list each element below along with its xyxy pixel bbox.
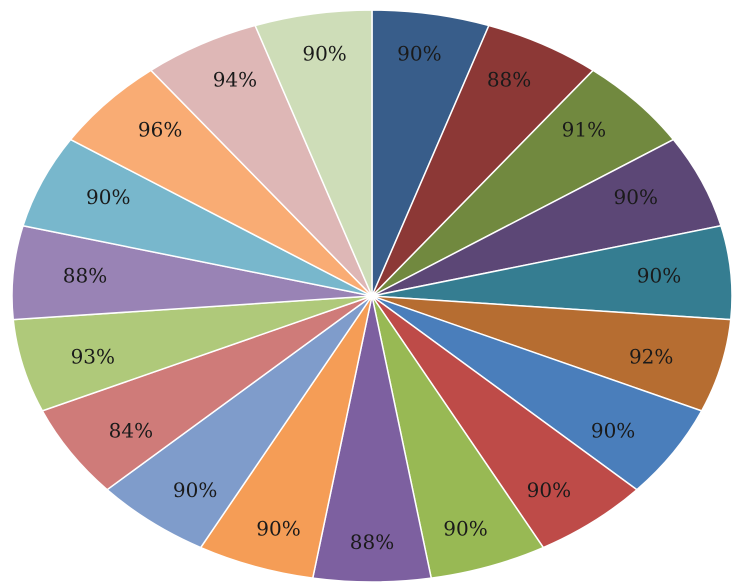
pie-slice-label-5: 90% xyxy=(637,264,681,288)
pie-slice-label-8: 90% xyxy=(527,478,571,502)
pie-slice-label-16: 90% xyxy=(86,185,130,209)
pie-slice-label-12: 90% xyxy=(173,478,217,502)
pie-slice-19 xyxy=(254,9,373,297)
pie-slice-label-3: 91% xyxy=(562,117,606,141)
pie-labels: 90% 88% 91% 90% 90% 92% 90% 90% 90% 88% 90% 90% 84% 9… xyxy=(63,41,681,554)
pie-slices xyxy=(11,9,732,583)
pie-slice-label-19: 90% xyxy=(302,41,346,65)
pie-slice-label-7: 90% xyxy=(591,419,635,443)
pie-slice-label-18: 94% xyxy=(213,68,257,92)
pie-slice-label-17: 96% xyxy=(138,117,182,141)
pie-slice-label-1: 90% xyxy=(397,41,441,65)
pie-slice-label-13: 84% xyxy=(109,419,153,443)
pie-slice-label-9: 90% xyxy=(443,517,487,541)
pie-slice-label-2: 88% xyxy=(487,68,531,92)
pie-slice-label-14: 93% xyxy=(71,344,115,368)
pie-slice-label-6: 92% xyxy=(629,344,673,368)
pie-slice-label-15: 88% xyxy=(63,264,107,288)
pie-slice-label-4: 90% xyxy=(614,185,658,209)
pie-slice-label-10: 88% xyxy=(350,530,394,554)
pie-slice-label-11: 90% xyxy=(256,517,300,541)
